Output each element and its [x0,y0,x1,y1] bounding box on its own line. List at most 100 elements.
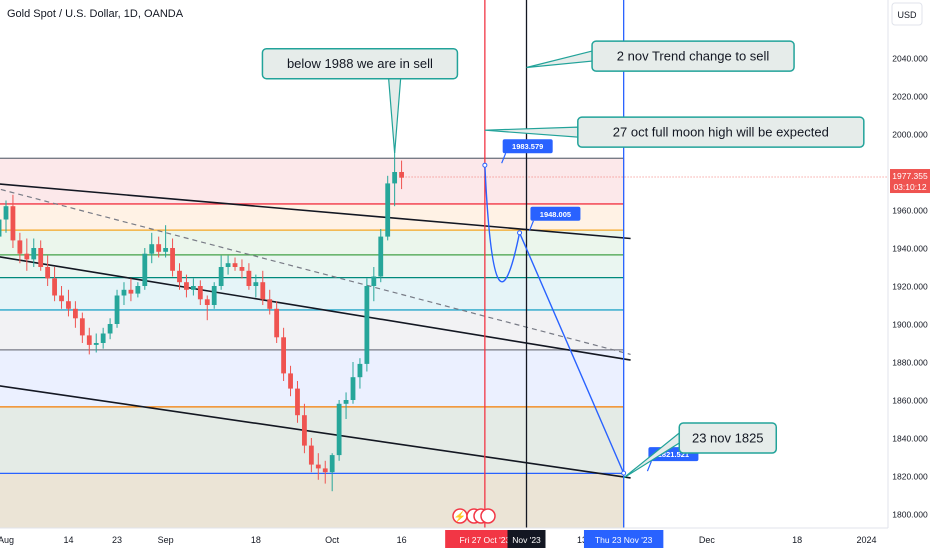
price-tick-label: 1900.000 [892,320,928,330]
candle-body [163,248,169,252]
price-zone [0,349,625,407]
candle-body [260,282,266,300]
time-tick-label: 2024 [857,535,877,545]
candle-body [100,333,106,343]
us-flag-event-icon[interactable] [480,508,496,524]
candle-body [267,299,273,309]
price-zone [0,473,625,528]
projection-path-line [484,165,625,474]
candle-body [399,172,404,178]
candle-body [336,403,342,456]
price-tag-label: 1821.521 [658,450,689,459]
candle-body [0,219,2,237]
price-tick-label: 1920.000 [892,282,928,292]
candle-body [184,282,189,290]
candle-body [357,363,363,378]
time-highlight-label: Thu 23 Nov '23 [595,535,653,545]
time-tick-label: 13 [577,535,587,545]
price-zone [0,277,625,310]
annotation-callout[interactable]: 2 nov Trend change to sell [526,40,795,72]
time-highlight: Nov '23 [507,530,546,548]
projection-path [482,162,627,476]
trend-line [0,188,631,355]
projection-node [621,470,627,476]
candle-body [246,270,252,286]
candle-body [281,337,286,374]
price-labels: 1983.579 1948.005 1821.521 [501,139,699,472]
price-tag-label: 1948.005 [540,210,571,219]
candle-body [93,343,99,345]
candle-body [274,308,280,338]
candle-body [288,373,293,389]
price-scale-bg[interactable] [888,0,932,550]
candle-body [59,295,64,302]
candle-body [3,206,9,220]
candle-body [135,286,141,294]
price-tag-label: 1983.579 [512,142,543,151]
candle-body [343,400,349,404]
candle-body [170,248,175,271]
currency-label: USD [897,10,917,20]
horizontal-levels [0,157,888,474]
annotation-callout[interactable]: 23 nov 1825 [623,422,778,479]
candle-body [218,267,224,286]
time-axis-ticks: Aug 14 23 Sep 18 Oct 16 Nov '23 13 Dec 18 2024 Fri 2… [0,530,877,548]
svg-text:⚡: ⚡ [454,510,466,523]
candle-body [253,282,259,286]
time-highlight: Fri 27 Oct '23 [445,530,525,548]
price-tick-label: 1960.000 [892,206,928,216]
candle-body [204,299,210,305]
candle-body [86,335,92,345]
annotation-callout[interactable]: below 1988 we are in sell [261,47,459,154]
candle-body [322,468,328,473]
candle-body [177,270,182,283]
price-zone [0,254,625,278]
candle-body [239,267,245,271]
annotation-text: below 1988 we are in sell [287,56,433,71]
price-zones [0,158,625,528]
candle-body [392,172,398,184]
time-tick-label: 18 [792,535,802,545]
annotation-pointer [526,50,593,69]
candle-body [364,286,370,364]
candle-body [79,318,85,336]
price-zone [0,309,625,350]
price-zone [0,203,625,231]
annotation-pointer [484,126,579,138]
trend-line [0,256,631,361]
time-tick-label: 14 [63,535,73,545]
candle-body [17,240,23,254]
candle-body [149,244,155,254]
time-highlight-bg [445,530,525,548]
time-tick-label: 18 [251,535,261,545]
annotation-box [261,47,459,80]
candle-body [121,289,127,296]
time-highlight: Thu 23 Nov '23 [583,530,664,548]
price-tick-label: 1820.000 [892,472,928,482]
event-icons[interactable]: ⚡ [452,508,496,524]
candle-body [66,301,71,309]
projection-node [517,230,523,236]
candle-body [190,286,196,290]
candle-body [31,248,37,260]
price-tick-label: 1880.000 [892,358,928,368]
time-highlight-label: Fri 27 Oct '23 [459,535,510,545]
candle-body [107,324,113,334]
time-tick-label: 16 [397,535,407,545]
candle-body [10,206,16,241]
time-tick-label: 23 [112,535,122,545]
current-price-marker: 1977.355 03:10:12 [890,169,930,194]
candle-body [45,267,51,279]
currency-button[interactable] [891,2,923,26]
candle-body [385,183,391,237]
candle-body [329,455,335,473]
annotation-text: 23 nov 1825 [692,431,764,446]
trend-lines [0,183,631,479]
annotations[interactable]: below 1988 we are in sell 2 nov Trend cha… [261,40,865,479]
price-tag-pointer [646,460,652,472]
candle-body [142,253,148,286]
candle-body [114,295,120,324]
annotation-callout[interactable]: 27 oct full moon high will be expected [484,116,865,148]
